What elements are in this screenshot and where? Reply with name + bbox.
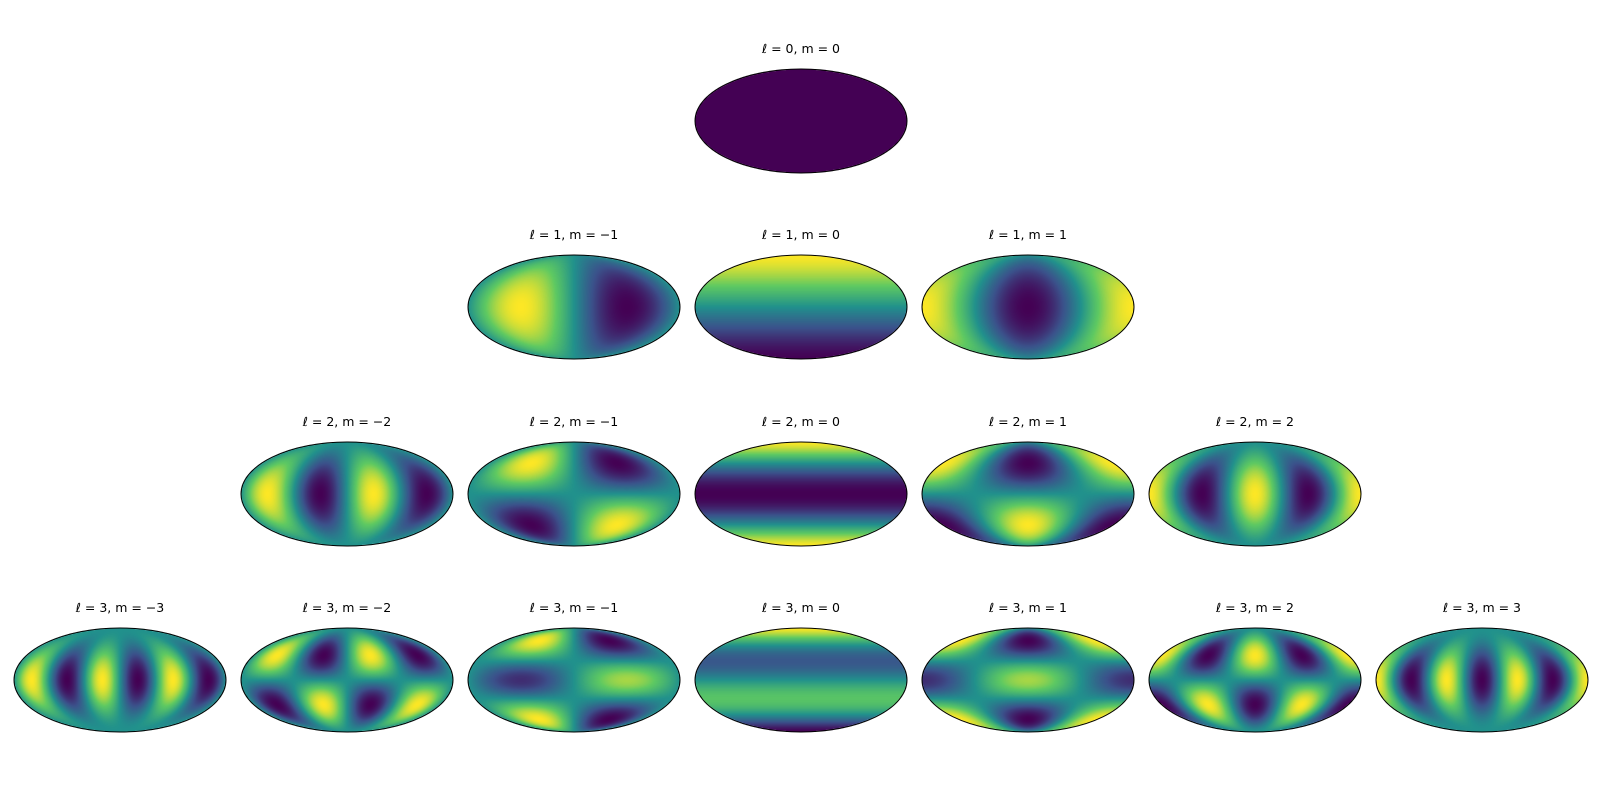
panel-title: ℓ = 2, m = 1 bbox=[988, 414, 1067, 429]
mollweide-outline bbox=[1148, 627, 1362, 733]
mollweide-heatmap bbox=[468, 442, 680, 546]
mollweide-outline bbox=[13, 627, 227, 733]
panel-l1-m1: ℓ = 1, m = 1 bbox=[921, 227, 1135, 360]
mollweide-heatmap bbox=[241, 442, 453, 546]
mollweide-heatmap bbox=[922, 255, 1134, 359]
mollweide-heatmap bbox=[468, 255, 680, 359]
mollweide-heatmap bbox=[1376, 628, 1588, 732]
mollweide-heatmap bbox=[241, 628, 453, 732]
panel-title: ℓ = 3, m = 0 bbox=[761, 600, 840, 615]
mollweide-outline bbox=[921, 254, 1135, 360]
panel-l3-m-1: ℓ = 3, m = −1 bbox=[467, 600, 681, 733]
panel-title: ℓ = 3, m = −3 bbox=[75, 600, 165, 615]
mollweide-heatmap bbox=[1149, 442, 1361, 546]
mollweide-heatmap bbox=[695, 628, 907, 732]
panel-title: ℓ = 1, m = 0 bbox=[761, 227, 840, 242]
panel-title: ℓ = 3, m = −2 bbox=[302, 600, 392, 615]
mollweide-heatmap bbox=[922, 628, 1134, 732]
mollweide-outline bbox=[694, 627, 908, 733]
mollweide-heatmap bbox=[468, 628, 680, 732]
mollweide-heatmap bbox=[695, 255, 907, 359]
panel-title: ℓ = 2, m = 2 bbox=[1215, 414, 1294, 429]
panel-title: ℓ = 0, m = 0 bbox=[761, 41, 840, 56]
panel-l0-m0: ℓ = 0, m = 0 bbox=[694, 41, 908, 174]
panel-l3-m-2: ℓ = 3, m = −2 bbox=[240, 600, 454, 733]
mollweide-outline bbox=[694, 254, 908, 360]
mollweide-outline bbox=[694, 68, 908, 174]
panel-l3-m0: ℓ = 3, m = 0 bbox=[694, 600, 908, 733]
mollweide-heatmap bbox=[14, 628, 226, 732]
mollweide-outline bbox=[467, 627, 681, 733]
panel-title: ℓ = 3, m = 1 bbox=[988, 600, 1067, 615]
panel-l3-m2: ℓ = 3, m = 2 bbox=[1148, 600, 1362, 733]
mollweide-outline bbox=[467, 441, 681, 547]
mollweide-heatmap bbox=[1149, 628, 1361, 732]
panel-l2-m2: ℓ = 2, m = 2 bbox=[1148, 414, 1362, 547]
mollweide-outline bbox=[921, 627, 1135, 733]
panel-l2-m0: ℓ = 2, m = 0 bbox=[694, 414, 908, 547]
mollweide-outline bbox=[240, 627, 454, 733]
mollweide-outline bbox=[1375, 627, 1589, 733]
mollweide-outline bbox=[921, 441, 1135, 547]
mollweide-outline bbox=[1148, 441, 1362, 547]
panel-title: ℓ = 2, m = −2 bbox=[302, 414, 392, 429]
mollweide-heatmap bbox=[695, 442, 907, 546]
panel-l3-m1: ℓ = 3, m = 1 bbox=[921, 600, 1135, 733]
panel-title: ℓ = 2, m = 0 bbox=[761, 414, 840, 429]
mollweide-outline bbox=[694, 441, 908, 547]
panel-l3-m-3: ℓ = 3, m = −3 bbox=[13, 600, 227, 733]
mollweide-outline bbox=[467, 254, 681, 360]
panel-l2-m1: ℓ = 2, m = 1 bbox=[921, 414, 1135, 547]
panel-title: ℓ = 1, m = 1 bbox=[988, 227, 1067, 242]
panel-title: ℓ = 1, m = −1 bbox=[529, 227, 619, 242]
panel-l3-m3: ℓ = 3, m = 3 bbox=[1375, 600, 1589, 733]
panel-title: ℓ = 3, m = 3 bbox=[1442, 600, 1521, 615]
panel-l2-m-1: ℓ = 2, m = −1 bbox=[467, 414, 681, 547]
mollweide-outline bbox=[240, 441, 454, 547]
panel-title: ℓ = 3, m = −1 bbox=[529, 600, 619, 615]
panel-title: ℓ = 3, m = 2 bbox=[1215, 600, 1294, 615]
panel-l2-m-2: ℓ = 2, m = −2 bbox=[240, 414, 454, 547]
panel-l1-m0: ℓ = 1, m = 0 bbox=[694, 227, 908, 360]
mollweide-heatmap bbox=[922, 442, 1134, 546]
mollweide-heatmap bbox=[695, 69, 907, 173]
panel-l1-m-1: ℓ = 1, m = −1 bbox=[467, 227, 681, 360]
panel-title: ℓ = 2, m = −1 bbox=[529, 414, 619, 429]
